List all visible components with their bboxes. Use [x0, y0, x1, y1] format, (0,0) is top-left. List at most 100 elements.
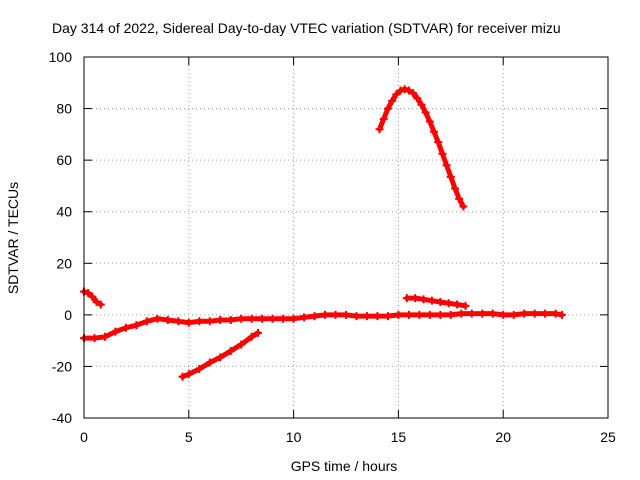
data-point: [402, 294, 411, 303]
data-point: [425, 117, 434, 126]
data-point: [442, 161, 451, 170]
y-tick-label: 60: [56, 152, 72, 168]
data-point: [226, 346, 235, 355]
data-point: [289, 314, 298, 323]
data-point: [392, 90, 401, 99]
data-point: [92, 297, 101, 306]
x-tick-label: 10: [286, 429, 302, 445]
data-point: [195, 317, 204, 326]
data-point: [541, 309, 550, 318]
data-point: [205, 317, 214, 326]
data-point: [226, 316, 235, 325]
data-point: [478, 309, 487, 318]
data-point: [430, 127, 439, 136]
plot-frame: [83, 56, 609, 419]
data-point: [520, 309, 529, 318]
data-point: [421, 108, 430, 117]
y-tick-label: 100: [49, 49, 73, 65]
series-morning-rise: [178, 328, 262, 381]
x-tick-label: 5: [185, 429, 193, 445]
data-point: [394, 310, 403, 319]
data-point: [195, 365, 204, 374]
x-tick-label: 25: [600, 429, 616, 445]
data-point: [174, 317, 183, 326]
data-point: [90, 334, 99, 343]
axis-ticks: 0 5 10 15 20 25 -40 -20 0 20 40 60 80 100: [49, 49, 616, 445]
data-point: [379, 114, 388, 123]
data-point: [457, 309, 466, 318]
data-point: [321, 310, 330, 319]
series-peak-arc: [375, 85, 468, 211]
series-line: [81, 311, 565, 341]
y-tick-label: 80: [56, 101, 72, 117]
data-point: [88, 292, 97, 301]
y-tick-label: 0: [64, 307, 72, 323]
series-main-baseline: [80, 309, 566, 343]
x-tick-label: 20: [495, 429, 511, 445]
y-tick-label: 40: [56, 204, 72, 220]
data-point: [247, 332, 256, 341]
y-tick-label: -40: [52, 410, 72, 426]
data-point: [459, 202, 468, 211]
data-point: [253, 328, 262, 337]
data-point: [352, 312, 361, 321]
data-point: [461, 301, 470, 310]
data-point: [96, 300, 105, 309]
data-point: [413, 94, 422, 103]
data-point: [121, 323, 130, 332]
data-point: [383, 104, 392, 113]
data-point: [388, 96, 397, 105]
data-point: [268, 314, 277, 323]
data-point: [84, 288, 93, 297]
gridlines: [84, 57, 608, 418]
data-point: [411, 294, 420, 303]
data-point: [446, 310, 455, 319]
data-point: [310, 312, 319, 321]
data-point: [438, 149, 447, 158]
data-point: [509, 310, 518, 319]
data-point: [111, 327, 120, 336]
data-point: [396, 86, 405, 95]
x-tick-label: 15: [391, 429, 407, 445]
data-point: [373, 312, 382, 321]
data-point: [436, 310, 445, 319]
data-point: [450, 184, 459, 193]
data-point: [342, 310, 350, 319]
data-point: [419, 295, 428, 304]
data-point: [404, 86, 413, 95]
y-tick-label: 20: [56, 255, 72, 271]
data-point: [100, 332, 109, 341]
data-point: [163, 316, 172, 325]
data-point: [142, 317, 151, 326]
data-point: [205, 358, 214, 367]
data-point: [557, 310, 566, 319]
data-point: [551, 309, 560, 318]
series-afternoon-decline: [402, 294, 470, 310]
data-point: [375, 125, 384, 134]
data-point: [247, 314, 256, 323]
chart-title: Day 314 of 2022, Sidereal Day-to-day VTE…: [52, 20, 561, 36]
data-point: [178, 372, 187, 381]
data-point: [530, 309, 539, 318]
data-point: [409, 89, 418, 98]
data-point: [425, 310, 434, 319]
data-point: [427, 296, 436, 305]
data-point: [258, 314, 267, 323]
data-point: [237, 340, 246, 349]
data-point: [404, 310, 413, 319]
data-series: [80, 85, 566, 381]
x-axis-label: GPS time / hours: [291, 458, 398, 474]
data-point: [184, 318, 193, 327]
data-point: [331, 310, 340, 319]
data-point: [488, 309, 497, 318]
data-point: [436, 297, 445, 306]
data-point: [400, 85, 409, 94]
data-point: [467, 309, 476, 318]
data-point: [362, 312, 371, 321]
data-point: [455, 194, 464, 203]
y-axis-label: SDTVAR / TECUs: [5, 182, 21, 294]
data-point: [153, 314, 162, 323]
data-point: [237, 314, 246, 323]
data-point: [279, 314, 288, 323]
